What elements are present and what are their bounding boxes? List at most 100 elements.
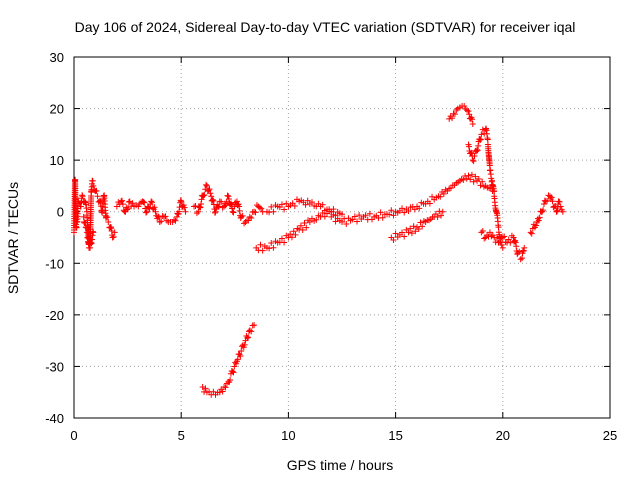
data-point xyxy=(145,204,152,211)
data-point xyxy=(281,239,288,246)
data-point xyxy=(156,219,163,226)
data-point xyxy=(390,212,397,219)
data-point xyxy=(89,177,96,184)
data-point xyxy=(158,218,165,225)
data-point xyxy=(119,197,126,204)
data-point xyxy=(330,206,337,213)
data-point xyxy=(218,198,225,205)
data-point xyxy=(125,199,132,206)
data-point xyxy=(356,212,363,219)
data-point xyxy=(288,234,295,241)
data-point xyxy=(251,322,258,329)
data-point xyxy=(507,239,514,246)
data-point xyxy=(465,108,472,115)
data-point xyxy=(392,230,399,237)
data-point xyxy=(548,194,555,201)
data-point xyxy=(178,198,185,205)
data-point xyxy=(467,176,474,183)
data-point xyxy=(208,193,215,200)
data-point xyxy=(245,334,252,341)
data-point xyxy=(202,385,209,392)
data-point xyxy=(302,201,309,208)
data-point xyxy=(474,146,481,153)
data-point xyxy=(557,203,564,210)
data-point xyxy=(437,193,444,200)
data-point xyxy=(412,228,419,235)
data-point xyxy=(470,178,477,185)
data-point xyxy=(354,218,361,225)
data-point xyxy=(227,377,234,384)
data-point xyxy=(238,213,245,220)
data-point xyxy=(256,204,263,211)
data-point xyxy=(343,221,350,228)
data-point xyxy=(292,231,299,238)
data-point xyxy=(539,208,546,215)
data-point xyxy=(313,216,320,223)
data-point xyxy=(219,204,226,211)
plot-frame xyxy=(73,56,611,419)
data-point xyxy=(281,206,288,213)
data-point xyxy=(90,229,97,236)
data-point xyxy=(129,200,136,207)
data-point xyxy=(228,200,235,207)
data-point xyxy=(210,388,217,395)
data-point xyxy=(540,207,547,214)
data-point xyxy=(477,136,484,143)
data-point xyxy=(492,239,499,246)
data-point xyxy=(212,208,219,215)
data-point xyxy=(109,234,116,241)
data-point xyxy=(502,239,509,246)
data-point xyxy=(494,234,501,241)
data-point xyxy=(216,198,223,205)
data-point xyxy=(245,217,252,224)
data-point xyxy=(195,208,202,215)
data-point xyxy=(415,226,422,233)
data-point xyxy=(542,198,549,205)
data-point xyxy=(287,231,294,238)
data-point xyxy=(469,157,476,164)
data-point xyxy=(330,211,337,218)
y-tick-label: 30 xyxy=(50,50,64,65)
y-tick-label: -10 xyxy=(45,256,64,271)
data-point xyxy=(203,181,210,188)
data-point xyxy=(536,214,543,221)
data-point xyxy=(399,205,406,212)
data-point xyxy=(215,203,222,210)
data-point xyxy=(73,224,80,231)
data-point xyxy=(498,241,505,248)
data-point xyxy=(207,190,214,197)
data-point xyxy=(479,178,486,185)
data-point xyxy=(475,176,482,183)
data-point xyxy=(258,205,265,212)
data-point xyxy=(290,228,297,235)
data-point xyxy=(486,229,493,236)
data-point xyxy=(209,196,216,203)
data-point xyxy=(545,192,552,199)
data-point xyxy=(304,197,311,204)
data-point xyxy=(468,171,475,178)
x-tick-label: 15 xyxy=(388,428,402,443)
data-point xyxy=(182,208,189,215)
data-point xyxy=(251,208,258,215)
data-point xyxy=(482,234,489,241)
data-point xyxy=(197,204,204,211)
data-point xyxy=(439,208,446,215)
y-tick-label: -30 xyxy=(45,359,64,374)
x-tick-label: 25 xyxy=(603,428,617,443)
data-point xyxy=(234,356,241,363)
data-point xyxy=(241,220,248,227)
data-point xyxy=(408,230,415,237)
data-point xyxy=(246,213,253,220)
data-point xyxy=(474,147,481,154)
data-point xyxy=(79,193,86,200)
x-tick-label: 0 xyxy=(70,428,77,443)
data-point xyxy=(468,150,475,157)
data-point xyxy=(241,341,248,348)
data-point xyxy=(80,213,87,220)
data-point xyxy=(405,207,412,214)
data-point xyxy=(148,198,155,205)
data-point xyxy=(299,227,306,234)
data-point xyxy=(259,247,266,254)
data-point xyxy=(535,217,542,224)
data-point xyxy=(111,229,118,236)
